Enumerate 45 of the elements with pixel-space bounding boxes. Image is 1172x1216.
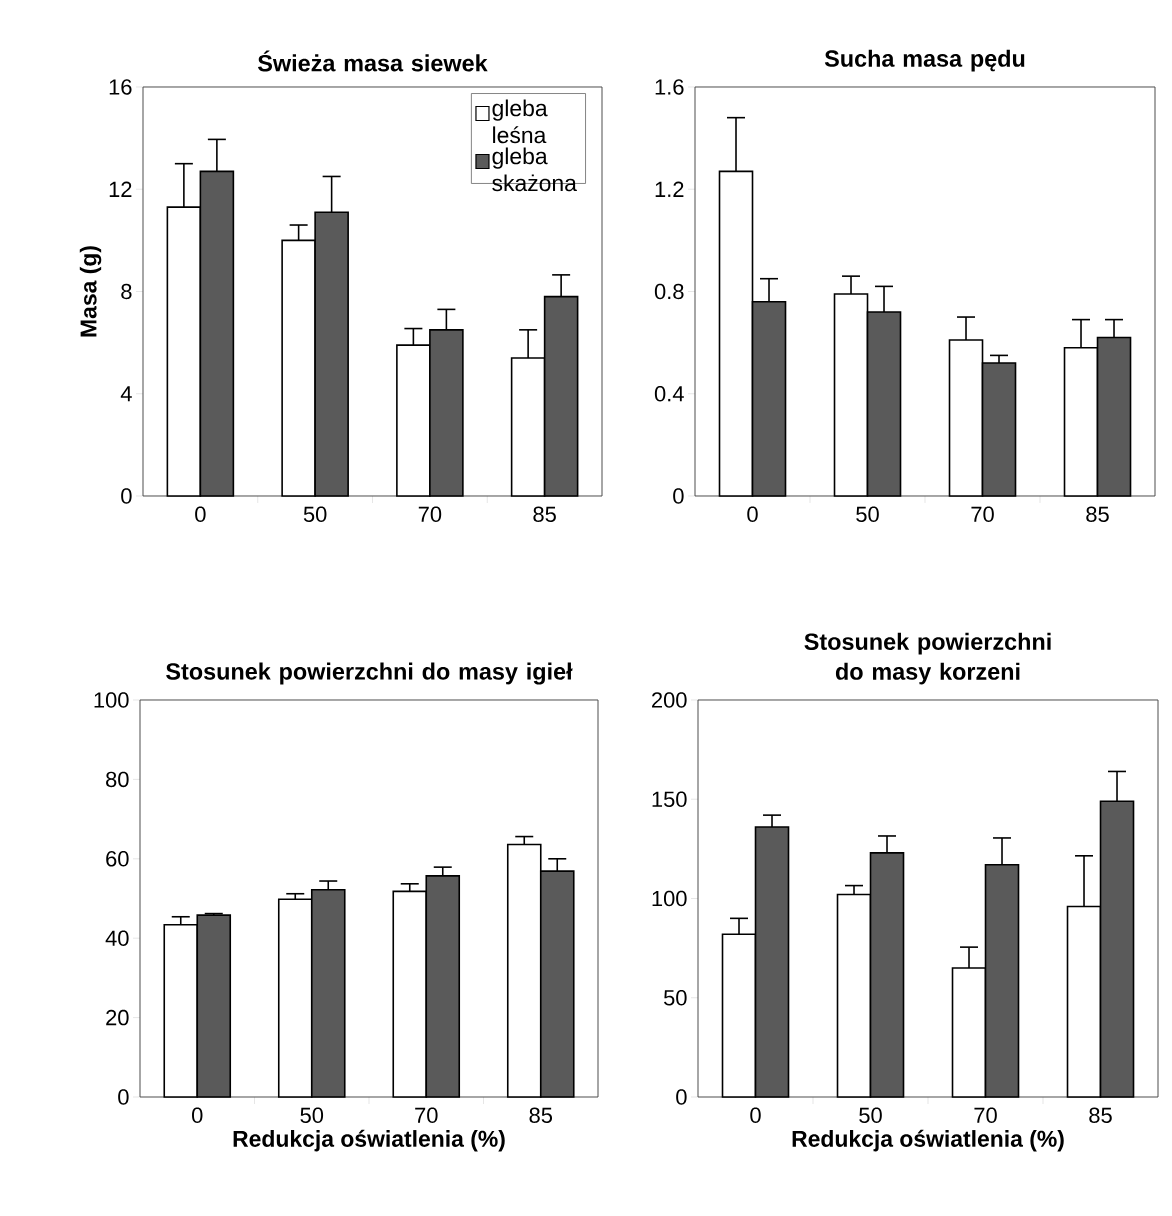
x-tick-label: 70 xyxy=(971,506,994,523)
x-tick-label: 70 xyxy=(415,1107,438,1124)
y-tick-label: 1.2 xyxy=(655,181,684,197)
y-tick-label: 4 xyxy=(120,386,132,402)
y-tick-label: 100 xyxy=(94,692,129,708)
chart-title: Sucha masa pędu xyxy=(824,49,1025,72)
y-tick-label: 200 xyxy=(652,692,687,708)
y-tick-label: 50 xyxy=(663,989,687,1006)
x-tick-label: 85 xyxy=(1086,506,1109,523)
x-tick-label: 0 xyxy=(192,1107,203,1124)
y-tick-label: 12 xyxy=(109,181,132,197)
x-axis-title: Redukcja oświatlenia (%) xyxy=(792,1129,1064,1152)
y-tick-label: 0 xyxy=(118,1089,129,1105)
chart-title: Stosunek powierzchni do masy igieł xyxy=(166,662,573,685)
chart-title: Świeża masa siewek xyxy=(257,50,488,72)
y-tick-label: 60 xyxy=(106,851,129,867)
legend-label: gleba skażona xyxy=(492,147,577,192)
x-tick-label: 85 xyxy=(529,1107,553,1124)
x-tick-label: 50 xyxy=(856,506,879,523)
y-axis-title: Masa (g) xyxy=(79,246,102,337)
x-tick-label: 0 xyxy=(750,1107,761,1124)
y-tick-label: 0 xyxy=(676,1089,687,1105)
x-tick-label: 50 xyxy=(303,506,327,523)
x-tick-label: 85 xyxy=(1089,1107,1112,1124)
y-tick-label: 80 xyxy=(106,771,129,788)
y-tick-label: 0 xyxy=(121,488,132,504)
y-tick-label: 16 xyxy=(109,79,132,95)
y-tick-label: 0.4 xyxy=(654,385,684,402)
x-tick-label: 50 xyxy=(300,1107,324,1124)
y-tick-label: 150 xyxy=(652,791,687,808)
y-tick-label: 0.8 xyxy=(654,283,684,300)
x-tick-label: 50 xyxy=(859,1107,882,1124)
y-tick-label: 100 xyxy=(652,890,687,907)
x-axis-title: Redukcja oświatlenia (%) xyxy=(233,1129,505,1152)
y-tick-label: 8 xyxy=(121,283,132,300)
x-tick-label: 0 xyxy=(747,506,758,523)
x-tick-label: 0 xyxy=(195,506,206,523)
y-tick-label: 40 xyxy=(105,930,129,946)
x-tick-label: 70 xyxy=(418,506,442,523)
y-tick-label: 20 xyxy=(106,1009,129,1026)
x-tick-label: 70 xyxy=(974,1107,997,1124)
y-tick-label: 1.6 xyxy=(655,79,684,95)
chart-title: Stosunek powierzchni do masy korzeni xyxy=(804,632,1051,685)
x-tick-label: 85 xyxy=(533,506,556,523)
y-tick-label: 0 xyxy=(673,488,684,504)
